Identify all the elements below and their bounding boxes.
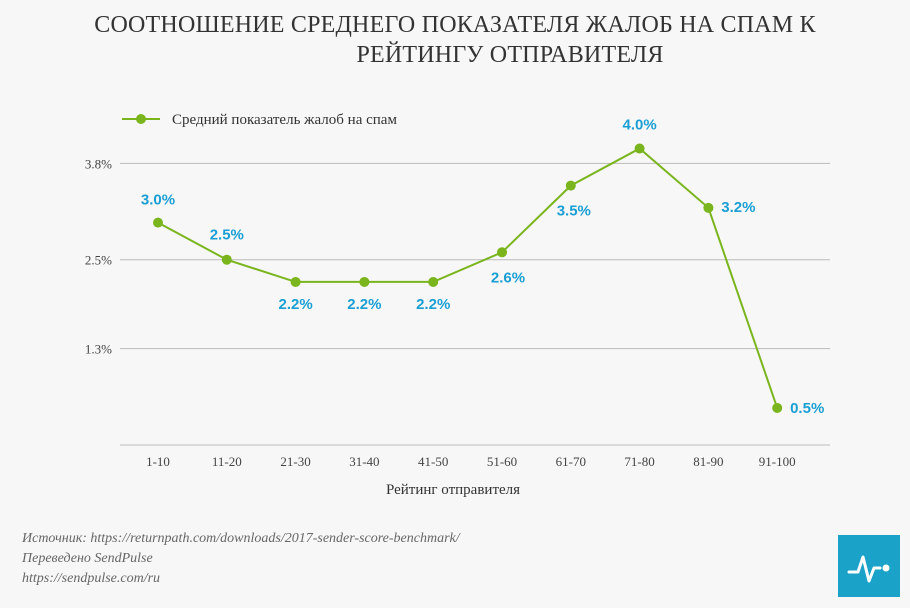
source-text: Источник: https://returnpath.com/downloa… [22,531,460,546]
data-label: 2.2% [347,296,381,313]
site-url: https://sendpulse.com/ru [22,571,161,586]
sendpulse-logo [838,535,900,597]
data-label: 2.6% [491,269,525,286]
chart-title-line1: СООТНОШЕНИЕ СРЕДНЕГО ПОКАЗАТЕЛЯ ЖАЛОБ НА… [94,12,816,38]
legend-entry: Средний показатель жалоб на спам [172,112,397,128]
data-point [359,276,370,287]
data-points [153,143,783,413]
x-tick-label: 91-100 [759,454,796,469]
translated-text: Переведено SendPulse [22,551,153,566]
footer: Источник: https://returnpath.com/downloa… [22,529,460,589]
data-point [703,202,714,213]
series-line [157,147,779,409]
data-point [565,180,576,191]
x-tick-label: 11-20 [212,454,242,469]
data-point [290,276,301,287]
data-label: 3.5% [557,203,591,220]
data-label: 2.2% [278,296,312,313]
x-tick-label: 71-80 [624,454,654,469]
x-tick-label: 21-30 [280,454,310,469]
legend: Средний показатель жалоб на спам [122,112,397,128]
y-tick-label: 3.8% [85,156,112,171]
data-labels: 3.0% 2.5% 2.2% 2.2% 2.2% 2.6% 3.5% 4.0% 3.2% 0.5% [141,117,824,417]
x-tick-label: 61-70 [556,454,586,469]
grid-lines [120,162,830,446]
data-point [428,276,439,287]
data-label: 0.5% [790,400,824,417]
legend-marker [136,114,146,124]
chart-title-line2: РЕЙТИНГУ ОТПРАВИТЕЛЯ [356,42,664,68]
x-tick-label: 31-40 [349,454,379,469]
data-label: 3.2% [721,199,755,216]
x-axis-label: Рейтинг отправителя [386,482,520,498]
x-tick-label: 51-60 [487,454,517,469]
chart-title: СООТНОШЕНИЕ СРЕДНЕГО ПОКАЗАТЕЛЯ ЖАЛОБ НА… [0,10,910,70]
x-tick-label: 81-90 [693,454,723,469]
data-point [497,247,507,258]
y-tick-label: 1.3% [85,342,112,357]
y-tick-labels: 1.3% 2.5% 3.8% [85,156,112,356]
data-label: 4.0% [622,117,656,134]
y-tick-label: 2.5% [85,253,112,268]
data-label: 3.0% [141,192,175,209]
data-point [772,402,783,413]
x-tick-label: 1-10 [146,454,170,469]
x-tick-labels: 1-10 11-20 21-30 31-40 41-50 51-60 61-70 71-80 8… [146,454,796,469]
data-label: 2.2% [416,296,450,313]
data-point [634,143,645,154]
data-point [221,254,232,265]
data-point [153,217,163,228]
data-label: 2.5% [210,227,244,244]
x-tick-label: 41-50 [418,454,448,469]
pulse-icon [847,555,890,583]
